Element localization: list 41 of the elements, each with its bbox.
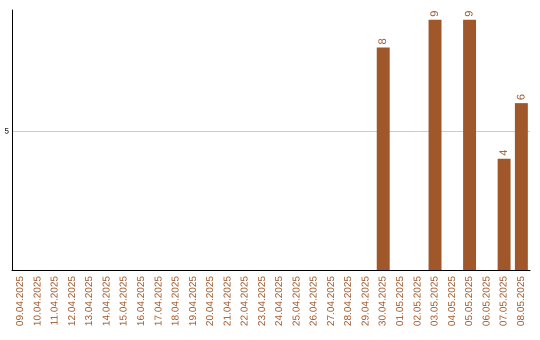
x-tick-label: 21.04.2025 (222, 276, 234, 326)
bar (463, 20, 476, 270)
x-tick-label: 26.04.2025 (308, 276, 320, 326)
x-tick-label: 05.05.2025 (464, 276, 476, 326)
data-label: 8 (377, 38, 390, 45)
x-tick-label: 13.04.2025 (84, 276, 96, 326)
x-tick-label: 12.04.2025 (66, 276, 78, 326)
x-tick-label: 22.04.2025 (240, 276, 251, 326)
x-tick-label: 06.05.2025 (481, 276, 492, 326)
x-tick-label: 01.05.2025 (395, 276, 406, 326)
x-tick-label: 20.04.2025 (205, 276, 216, 326)
data-label: 6 (515, 94, 528, 100)
data-label: 9 (429, 10, 442, 17)
bar (376, 48, 390, 270)
x-tick-label: 03.05.2025 (430, 276, 441, 326)
x-tick-label: 16.04.2025 (136, 276, 147, 326)
bar (428, 20, 442, 270)
x-tick-label: 28.04.2025 (343, 276, 354, 326)
x-tick-label: 08.05.2025 (516, 276, 527, 326)
x-tick-label: 14.04.2025 (101, 276, 112, 326)
x-tick-label: 07.05.2025 (498, 276, 510, 326)
x-tick-label: 02.05.2025 (412, 276, 424, 326)
x-tick-label: 25.04.2025 (291, 276, 302, 326)
x-tick-label: 29.04.2025 (360, 276, 372, 326)
x-tick-label: 09.04.2025 (15, 276, 26, 326)
x-tick-label: 23.04.2025 (256, 276, 268, 326)
x-tick-label: 24.04.2025 (274, 276, 286, 326)
x-tick-label: 19.04.2025 (188, 276, 199, 326)
bar (498, 158, 511, 270)
bar (514, 103, 528, 270)
data-label: 4 (498, 150, 510, 156)
data-label: 9 (464, 10, 476, 17)
x-tick-label: 04.05.2025 (446, 276, 458, 326)
x-tick-label: 27.04.2025 (326, 276, 337, 326)
x-tick-label: 10.04.2025 (32, 276, 44, 326)
x-tick-label: 30.04.2025 (378, 276, 389, 326)
y-tick-label: 5 (4, 126, 10, 136)
x-tick-label: 17.04.2025 (153, 276, 164, 326)
x-tick-label: 11.04.2025 (50, 276, 61, 326)
x-tick-label: 15.04.2025 (118, 276, 130, 326)
x-tick-label: 18.04.2025 (170, 276, 182, 326)
